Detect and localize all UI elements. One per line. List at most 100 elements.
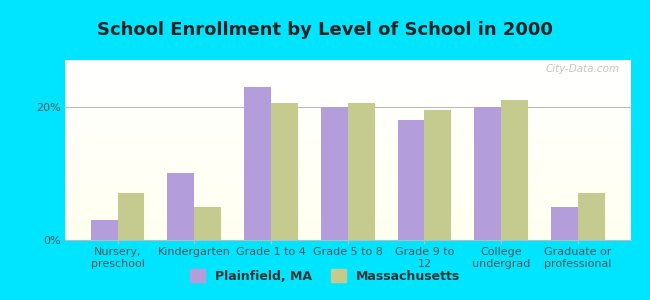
Bar [65,121,630,123]
Bar [65,222,630,224]
Bar [65,190,630,191]
Bar [348,103,374,240]
Bar [65,193,630,195]
Bar [65,227,630,229]
Bar [65,110,630,112]
Bar [65,181,630,182]
Bar [65,226,630,227]
Bar [65,83,630,85]
Bar [65,150,630,152]
Bar [65,127,630,128]
Bar [65,188,630,190]
Bar [65,82,630,83]
Bar [65,191,630,193]
Bar [474,107,501,240]
Bar [65,173,630,175]
Bar [65,202,630,204]
Bar [65,217,630,218]
Bar [65,85,630,87]
Bar [65,215,630,217]
Bar [65,213,630,215]
Bar [65,87,630,89]
Bar [65,103,630,105]
Bar [65,94,630,96]
Bar [65,73,630,74]
Bar [65,118,630,119]
Text: City-Data.com: City-Data.com [545,64,619,74]
Bar [65,195,630,197]
Bar [65,92,630,94]
Bar [65,78,630,80]
Bar [65,182,630,184]
Bar [65,159,630,161]
Bar [65,177,630,179]
Bar [65,130,630,132]
Bar [65,76,630,78]
Bar [65,128,630,130]
Bar [65,107,630,109]
Bar [65,231,630,233]
Bar [244,87,271,240]
Bar [65,163,630,164]
Bar [65,67,630,69]
Bar [65,199,630,200]
Bar [65,98,630,100]
Bar [398,120,424,240]
Bar [551,207,578,240]
Bar [65,101,630,103]
Bar [501,100,528,240]
Bar [65,204,630,206]
Bar [65,91,630,92]
Bar [65,125,630,127]
Bar [65,186,630,188]
Bar [65,74,630,76]
Bar [65,105,630,107]
Bar [65,238,630,240]
Bar [65,89,630,91]
Bar [65,164,630,166]
Bar [65,168,630,170]
Bar [65,197,630,199]
Bar [65,161,630,163]
Bar [65,65,630,67]
Bar [271,103,298,240]
Bar [65,236,630,238]
Bar [65,146,630,148]
Bar [65,109,630,110]
Bar [65,141,630,143]
Bar [65,119,630,121]
Bar [65,112,630,114]
Text: School Enrollment by Level of School in 2000: School Enrollment by Level of School in … [97,21,553,39]
Bar [65,235,630,236]
Bar [65,155,630,157]
Bar [65,137,630,139]
Bar [65,233,630,235]
Bar [118,193,144,240]
Bar [65,62,630,64]
Bar [65,64,630,65]
Bar [65,134,630,136]
Bar [65,145,630,146]
Bar [578,193,604,240]
Bar [65,208,630,209]
Bar [65,96,630,98]
Bar [65,218,630,220]
Bar [65,114,630,116]
Bar [65,80,630,82]
Bar [65,206,630,208]
Bar [65,179,630,181]
Bar [65,154,630,155]
Bar [65,123,630,125]
Bar [65,152,630,154]
Bar [65,166,630,168]
Bar [168,173,194,240]
Bar [65,136,630,137]
Bar [65,220,630,222]
Bar [65,139,630,141]
Bar [65,224,630,226]
Legend: Plainfield, MA, Massachusetts: Plainfield, MA, Massachusetts [185,264,465,288]
Bar [65,157,630,159]
Bar [65,69,630,71]
Bar [65,170,630,172]
Bar [65,229,630,231]
